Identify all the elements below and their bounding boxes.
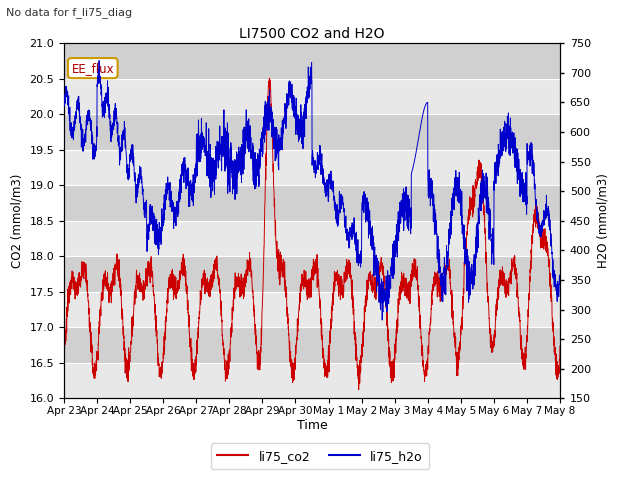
Title: LI7500 CO2 and H2O: LI7500 CO2 and H2O bbox=[239, 27, 385, 41]
Bar bbox=[64, 150, 560, 185]
Bar bbox=[64, 114, 560, 150]
Bar bbox=[64, 185, 560, 221]
Bar bbox=[64, 363, 560, 398]
Y-axis label: H2O (mmol/m3): H2O (mmol/m3) bbox=[596, 173, 609, 268]
Bar bbox=[64, 256, 560, 292]
Bar bbox=[64, 43, 560, 79]
Bar bbox=[64, 292, 560, 327]
Y-axis label: CO2 (mmol/m3): CO2 (mmol/m3) bbox=[11, 174, 24, 268]
Text: EE_flux: EE_flux bbox=[72, 61, 114, 74]
Legend: li75_co2, li75_h2o: li75_co2, li75_h2o bbox=[211, 444, 429, 469]
Bar bbox=[64, 221, 560, 256]
Text: No data for f_li75_diag: No data for f_li75_diag bbox=[6, 7, 132, 18]
X-axis label: Time: Time bbox=[296, 419, 328, 432]
Bar bbox=[64, 79, 560, 114]
Bar bbox=[64, 327, 560, 363]
